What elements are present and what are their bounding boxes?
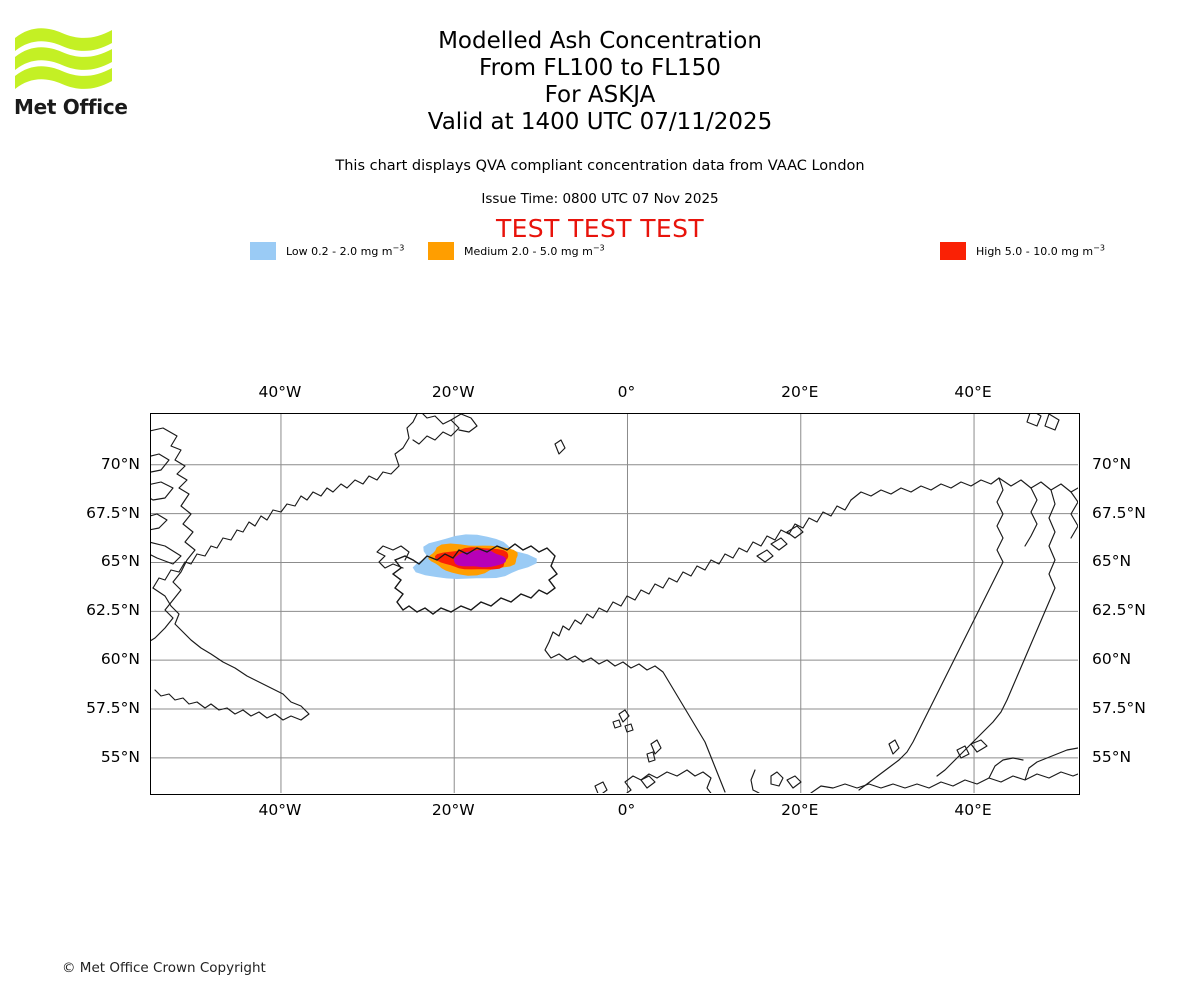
chart-description-text: This chart displays QVA compliant concen… xyxy=(335,158,865,174)
map-gridlines xyxy=(151,414,1078,793)
legend-color-swatch xyxy=(940,242,966,260)
met-office-logo-text: Met Office xyxy=(14,95,128,119)
legend-item: Medium 2.0 - 5.0 mg m−3 xyxy=(428,241,605,261)
lon-tick-top: 0° xyxy=(617,383,636,401)
lat-tick-right: 62.5°N xyxy=(1092,601,1146,620)
lat-tick-left: 70°N xyxy=(100,454,140,473)
legend-color-swatch xyxy=(250,242,276,260)
coastline-paths xyxy=(151,414,1078,793)
map-plot-area xyxy=(150,413,1080,795)
legend-color-swatch xyxy=(428,242,454,260)
lat-tick-left: 65°N xyxy=(100,552,140,571)
lat-tick-left: 62.5°N xyxy=(86,601,140,620)
concentration-legend: Low 0.2 - 2.0 mg m−3 Medium 2.0 - 5.0 mg … xyxy=(250,241,1105,261)
legend-item: High 5.0 - 10.0 mg m−3 xyxy=(940,241,1105,261)
met-office-logo: Met Office xyxy=(12,24,202,120)
lat-tick-left: 55°N xyxy=(100,747,140,766)
lat-tick-right: 67.5°N xyxy=(1092,503,1146,522)
legend-item-label: High 5.0 - 10.0 mg m−3 xyxy=(976,242,1105,258)
lon-tick-bottom: 40°E xyxy=(954,801,992,819)
copyright-notice: © Met Office Crown Copyright xyxy=(62,960,266,976)
lon-tick-bottom: 40°W xyxy=(258,801,302,819)
lat-tick-right: 60°N xyxy=(1092,650,1132,669)
lat-tick-left: 60°N xyxy=(100,650,140,669)
ash-plume-contours xyxy=(391,534,558,615)
lon-tick-top: 40°E xyxy=(954,383,992,401)
legend-item-label: Medium 2.0 - 5.0 mg m−3 xyxy=(464,242,605,258)
met-office-wave-mark xyxy=(15,28,112,89)
lat-tick-right: 65°N xyxy=(1092,552,1132,571)
lat-tick-right: 55°N xyxy=(1092,747,1132,766)
legend-item-label: Low 0.2 - 2.0 mg m−3 xyxy=(286,242,405,258)
lon-tick-bottom: 0° xyxy=(617,801,636,819)
issue-time: Issue Time: 0800 UTC 07 Nov 2025 xyxy=(481,191,719,207)
lat-tick-right: 70°N xyxy=(1092,454,1132,473)
lat-tick-left: 67.5°N xyxy=(86,503,140,522)
legend-item: Low 0.2 - 2.0 mg m−3 xyxy=(250,241,404,261)
lon-tick-bottom: 20°E xyxy=(781,801,819,819)
lat-tick-left: 57.5°N xyxy=(86,698,140,717)
chart-description: This chart displays QVA compliant concen… xyxy=(0,156,1200,176)
lon-tick-top: 40°W xyxy=(258,383,302,401)
lon-tick-top: 20°E xyxy=(781,383,819,401)
iceland-coastline-overlay xyxy=(391,543,558,615)
lon-tick-bottom: 20°W xyxy=(431,801,475,819)
test-banner: TEST TEST TEST xyxy=(495,214,705,243)
lon-tick-top: 20°W xyxy=(431,383,475,401)
map-canvas xyxy=(151,414,1078,793)
lat-tick-right: 57.5°N xyxy=(1092,698,1146,717)
map-container: 40°W 40°W 20°W 20°W 0° 0° 20°E 20°E 40°E 40°E 70°N… xyxy=(86,383,1146,819)
